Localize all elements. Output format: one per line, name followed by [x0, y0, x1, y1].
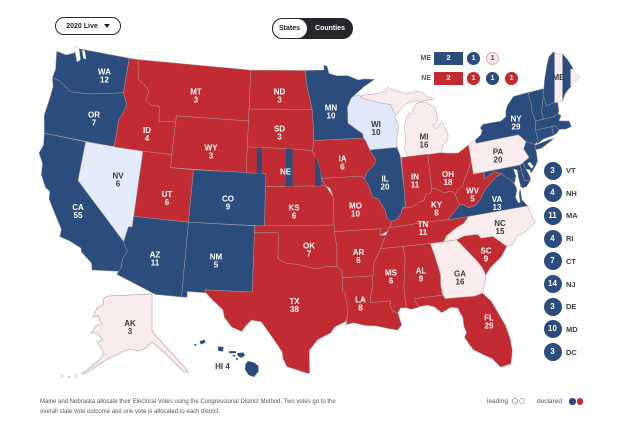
svg-text:3: 3: [277, 95, 282, 104]
svg-text:6: 6: [389, 276, 394, 285]
svg-text:LA: LA: [355, 295, 366, 304]
svg-text:6: 6: [340, 162, 345, 171]
svg-text:WA: WA: [98, 67, 111, 76]
svg-text:ME: ME: [553, 73, 566, 82]
svg-text:ND: ND: [274, 87, 286, 96]
svg-text:8: 8: [434, 208, 439, 217]
svg-text:WI: WI: [371, 120, 381, 129]
svg-text:3: 3: [128, 327, 133, 336]
svg-text:11: 11: [411, 180, 420, 189]
svg-text:10: 10: [372, 128, 381, 137]
svg-text:3: 3: [277, 132, 282, 141]
svg-text:HI 4: HI 4: [215, 362, 230, 371]
svg-text:AR: AR: [353, 248, 365, 257]
svg-text:MN: MN: [325, 103, 338, 112]
svg-text:15: 15: [496, 227, 505, 236]
svg-text:IL: IL: [381, 174, 388, 183]
svg-text:MS: MS: [385, 268, 398, 277]
svg-text:WV: WV: [466, 186, 480, 195]
svg-text:20: 20: [381, 182, 390, 191]
svg-text:16: 16: [420, 140, 429, 149]
svg-text:11: 11: [419, 228, 428, 237]
svg-text:ID: ID: [143, 126, 151, 135]
svg-text:WY: WY: [205, 143, 219, 152]
svg-text:GA: GA: [454, 269, 466, 278]
svg-text:UT: UT: [162, 190, 173, 199]
svg-text:10: 10: [327, 111, 336, 120]
svg-text:KS: KS: [288, 203, 300, 212]
svg-text:MO: MO: [349, 201, 362, 210]
svg-text:SC: SC: [480, 246, 491, 255]
svg-text:PA: PA: [493, 147, 504, 156]
svg-text:38: 38: [290, 305, 299, 314]
svg-text:9: 9: [419, 274, 424, 283]
svg-text:NM: NM: [210, 252, 223, 261]
svg-text:FL: FL: [484, 313, 494, 322]
svg-text:3: 3: [209, 151, 214, 160]
svg-text:8: 8: [358, 303, 363, 312]
svg-text:NV: NV: [112, 171, 124, 180]
svg-text:9: 9: [226, 202, 231, 211]
svg-text:OH: OH: [442, 170, 454, 179]
svg-text:VA: VA: [492, 195, 503, 204]
svg-text:5: 5: [470, 194, 475, 203]
svg-text:IN: IN: [411, 172, 419, 181]
svg-text:KY: KY: [431, 200, 443, 209]
svg-text:OR: OR: [88, 110, 100, 119]
svg-text:NY: NY: [510, 114, 522, 123]
svg-text:5: 5: [214, 260, 219, 269]
svg-text:SD: SD: [274, 124, 285, 133]
svg-text:7: 7: [307, 249, 312, 258]
svg-text:18: 18: [444, 178, 453, 187]
svg-text:9: 9: [484, 254, 489, 263]
svg-text:AK: AK: [124, 319, 136, 328]
svg-text:29: 29: [485, 321, 494, 330]
svg-text:CO: CO: [222, 194, 234, 203]
svg-text:6: 6: [292, 211, 297, 220]
svg-text:6: 6: [356, 256, 361, 265]
svg-text:IA: IA: [339, 154, 347, 163]
svg-text:TX: TX: [289, 297, 300, 306]
svg-text:OK: OK: [303, 241, 315, 250]
svg-text:6: 6: [116, 179, 121, 188]
svg-text:4: 4: [145, 134, 150, 143]
svg-text:6: 6: [165, 198, 170, 207]
svg-text:MI: MI: [420, 132, 429, 141]
svg-text:7: 7: [92, 118, 97, 127]
svg-text:AL: AL: [416, 266, 427, 275]
svg-text:20: 20: [494, 155, 503, 164]
svg-text:NE: NE: [280, 167, 292, 176]
svg-text:AZ: AZ: [150, 250, 161, 259]
svg-text:55: 55: [74, 211, 83, 220]
svg-text:TN: TN: [418, 220, 429, 229]
svg-text:13: 13: [493, 203, 502, 212]
svg-text:10: 10: [351, 209, 360, 218]
svg-text:3: 3: [194, 95, 199, 104]
svg-text:NC: NC: [494, 219, 506, 228]
svg-text:12: 12: [100, 75, 109, 84]
svg-text:11: 11: [151, 258, 160, 267]
svg-text:CA: CA: [72, 203, 84, 212]
svg-text:29: 29: [512, 122, 521, 131]
svg-text:16: 16: [456, 277, 465, 286]
svg-text:MT: MT: [190, 87, 202, 96]
